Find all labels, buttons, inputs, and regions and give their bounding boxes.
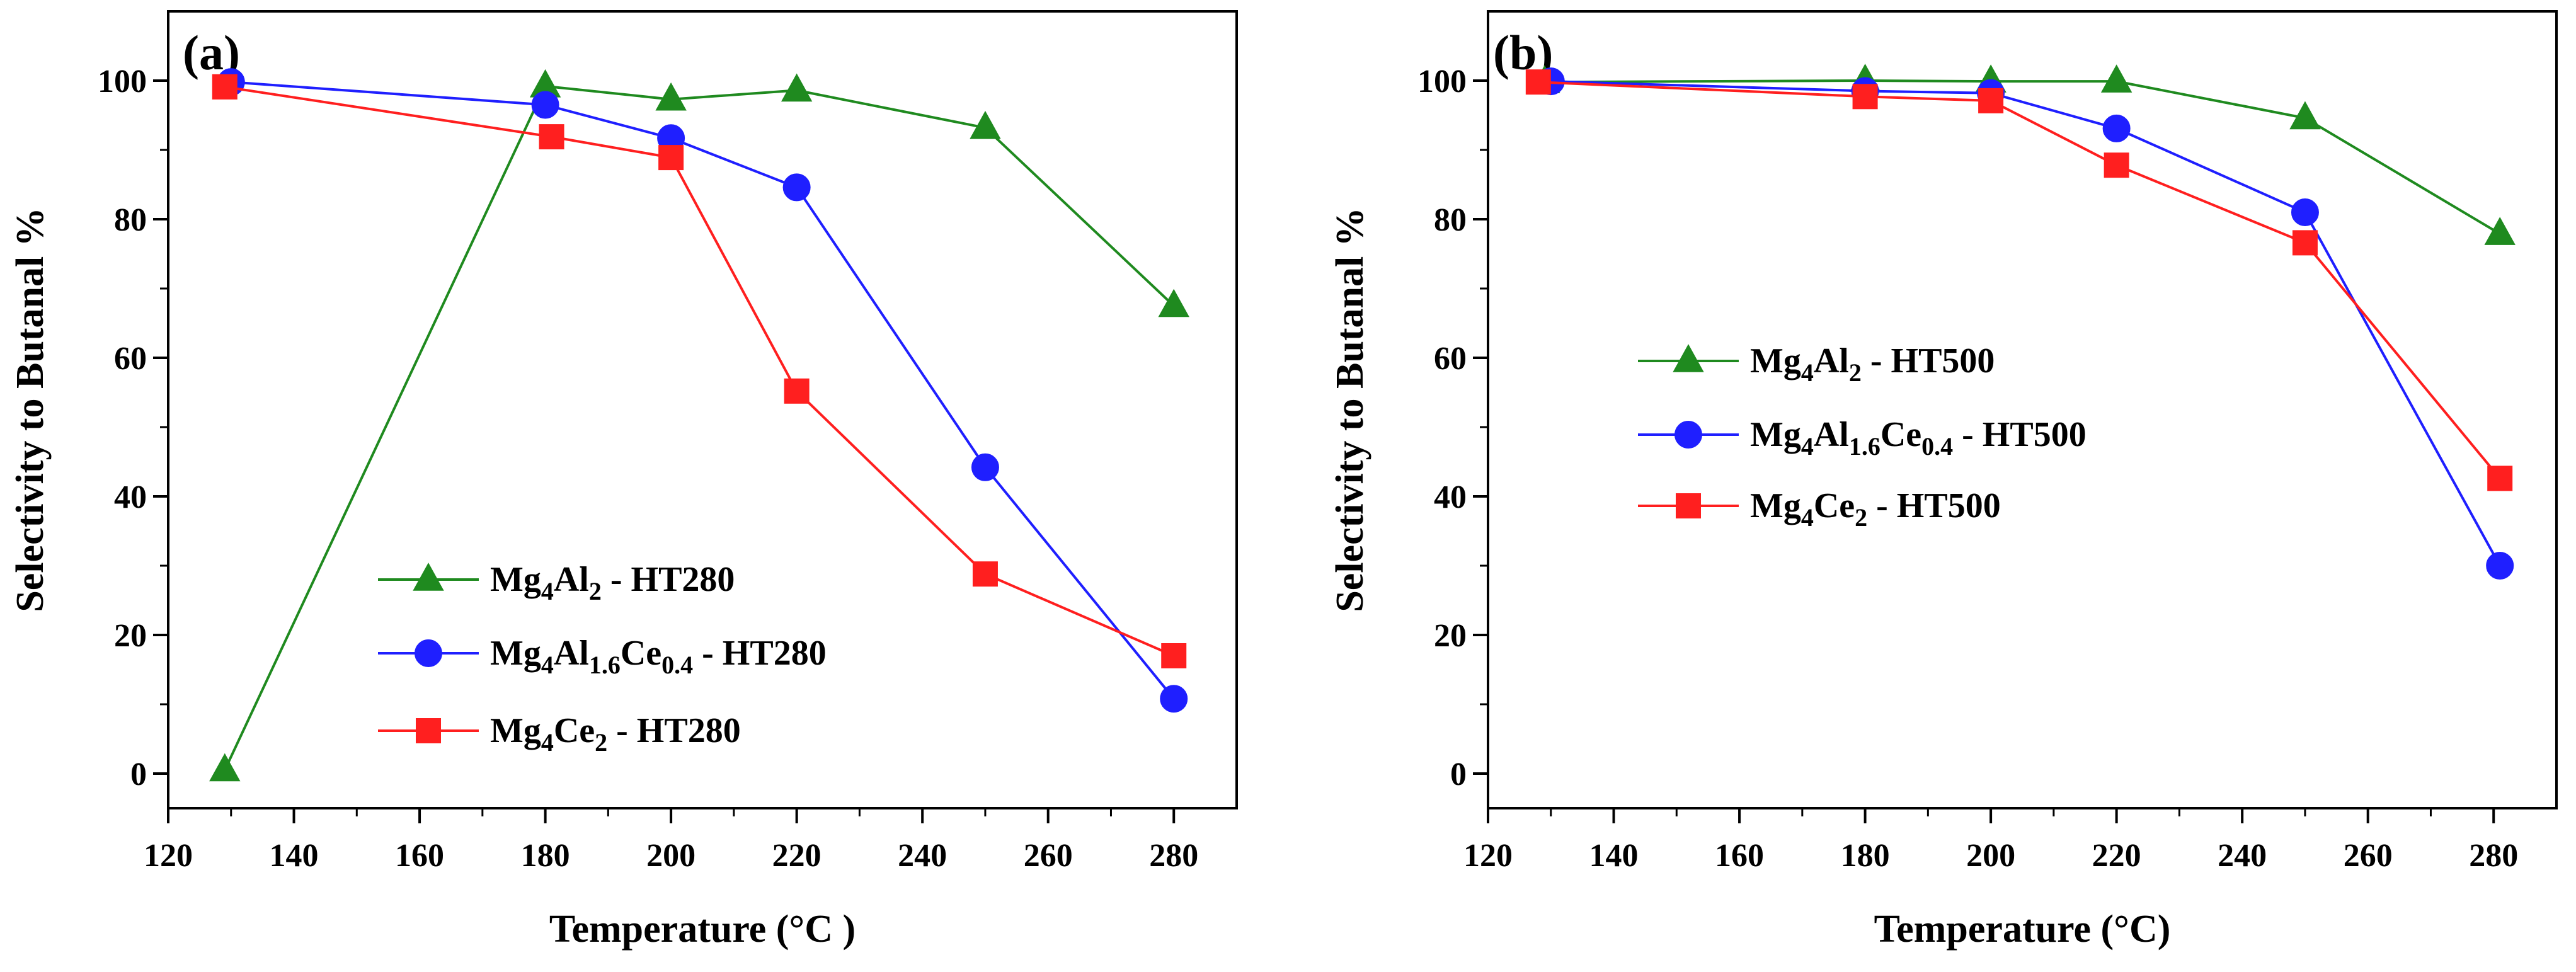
panel-a-y-tick-label: 80	[114, 202, 147, 238]
panel-b-x-tick-label: 240	[2218, 838, 2267, 874]
panel-b-x-tick-label: 220	[2092, 838, 2141, 874]
panel-b-y-axis-title: Selectivity to Butanal %	[1329, 207, 1371, 612]
panel-a-series-2-point	[658, 145, 684, 171]
panel-a-series-0	[209, 69, 1189, 782]
panel-b-series-1-line	[1550, 80, 2501, 566]
panel-a-series-2-point	[212, 74, 238, 100]
panel-a-series-0-point	[970, 110, 1001, 139]
panel-b-y-tick-label: 40	[1434, 479, 1467, 515]
panel-b-series-2-line	[1538, 81, 2501, 479]
panel-a-y-tick-label: 0	[130, 757, 147, 792]
panel-b-series-0-point	[2289, 101, 2321, 130]
panel-b-legend-entry-1: Mg4Al1.6Ce0.4 - HT500	[1638, 415, 2087, 460]
panel-a-y-tick-label: 60	[114, 341, 147, 377]
panel-b-series-2-point	[2292, 230, 2318, 256]
panel-a-legend-entry-1: Mg4Al1.6Ce0.4 - HT280	[378, 634, 827, 679]
panel-a-series-0-line	[223, 84, 1175, 771]
panel-b-x-tick-label: 260	[2344, 838, 2393, 874]
panel-b-x-axis-title: Temperature (°C)	[1874, 908, 2171, 951]
panel-a-series-2-point	[972, 561, 998, 587]
panel-b-y-tick-label: 20	[1434, 618, 1467, 654]
panel-b-x-tick-label: 180	[1841, 838, 1890, 874]
panel-b-legend-marker-2	[1676, 493, 1701, 518]
panel-b-line-chart: 120 140 160 180 200 220 240 260 280 0 20 40 60 80 100 T…	[1329, 10, 2558, 951]
panel-a-legend-label-2: Mg4Ce2 - HT280	[490, 711, 741, 757]
panel-a-x-tick-label: 260	[1024, 838, 1073, 874]
panel-a-series-1-point	[531, 91, 559, 119]
panel-b-series-0	[1529, 64, 2516, 245]
panel-a-series-0-point	[781, 73, 813, 102]
panel-b-series-0-point	[2484, 217, 2516, 245]
panel-a-line-chart: 120 140 160 180 200 220 240 260 280 0 20 40 60 80 100 T…	[9, 10, 1238, 951]
panel-a-x-tick-label: 200	[646, 838, 696, 874]
panel-b-legend-label-0: Mg4Al2 - HT500	[1750, 341, 1995, 387]
panel-a-y-tick-label: 40	[114, 479, 147, 515]
panel-b-y-tick-label: 60	[1434, 341, 1467, 377]
panel-b-series-2-point	[1852, 84, 1878, 110]
panel-a-series-1-point	[1160, 685, 1188, 713]
panel-b-y-tick-label: 100	[1417, 64, 1467, 100]
panel-a-series-1-point	[971, 453, 999, 481]
panel-a-legend-marker-2	[416, 718, 441, 743]
panel-b-series-2-point	[2104, 152, 2129, 178]
panel-b-y-tick-label: 0	[1450, 757, 1467, 792]
panel-a-series-1-point	[782, 173, 811, 202]
panel-b-series-1-point	[2486, 552, 2514, 580]
panel-b-series-2-point	[2487, 466, 2513, 491]
panel-a-series-1-line	[231, 81, 1175, 700]
panel-a-legend-label-0: Mg4Al2 - HT280	[490, 560, 735, 605]
panel-a-x-tick-label: 140	[270, 838, 319, 874]
panel-a-x-tick-label: 280	[1149, 838, 1198, 874]
panel-a-x-tick-label: 120	[144, 838, 193, 874]
panel-b-x-tick-label: 140	[1589, 838, 1639, 874]
panel-a-series-0-point	[655, 82, 687, 111]
panel-a-x-axis-title: Temperature (°C )	[549, 908, 856, 951]
panel-b-legend-entry-2: Mg4Ce2 - HT500	[1638, 486, 2001, 532]
panel-a-y-tick-label: 100	[98, 64, 147, 100]
panel-b-x-tick-label: 200	[1966, 838, 2015, 874]
panel-b-series-2-point	[1525, 69, 1551, 95]
panel-b-legend-entry-0: Mg4Al2 - HT500	[1638, 341, 1995, 387]
panel-a-legend-entry-0: Mg4Al2 - HT280	[378, 560, 735, 605]
panel-b-x-tick-label: 280	[2469, 838, 2518, 874]
panel-a-series-2-point	[1161, 643, 1187, 668]
panel-a-series-0-point	[209, 753, 241, 782]
panel-a-x-tick-label: 220	[772, 838, 821, 874]
panel-a-y-axis-title: Selectivity to Butanal %	[9, 207, 52, 612]
panel-a-y-tick-label: 20	[114, 618, 147, 654]
panel-a-x-tick-label: 240	[898, 838, 947, 874]
panel-a-legend-label-1: Mg4Al1.6Ce0.4 - HT280	[490, 634, 827, 679]
panel-b-series-1-point	[2102, 114, 2131, 142]
panel-a-series-2-point	[539, 124, 564, 150]
panel-b-series-0-line	[1544, 79, 2501, 235]
panel-b-legend-label-1: Mg4Al1.6Ce0.4 - HT500	[1750, 415, 2087, 460]
panel-b-x-tick-label: 160	[1715, 838, 1764, 874]
panel-a-x-tick-label: 160	[395, 838, 444, 874]
panel-b-x-tick-label: 120	[1463, 838, 1513, 874]
panel-b-legend-label-2: Mg4Ce2 - HT500	[1750, 486, 2001, 532]
panel-b-legend-marker-1	[1674, 421, 1702, 449]
panel-a-series-1	[217, 68, 1188, 713]
panel-b-series-1-point	[2291, 198, 2319, 226]
panel-a-series-2-line	[224, 85, 1175, 657]
panel-a-series-0-point	[1158, 289, 1189, 317]
panel-b-legend-marker-0	[1673, 344, 1704, 372]
panel-a-plot-frame	[167, 10, 1238, 809]
panel-b-series-2-point	[1978, 88, 2004, 113]
panel-a-x-tick-label: 180	[521, 838, 570, 874]
panel-a-legend-marker-0	[413, 563, 444, 591]
panel-a-legend-entry-2: Mg4Ce2 - HT280	[378, 711, 741, 757]
panel-b-y-tick-label: 80	[1434, 202, 1467, 238]
panel-b-plot-frame	[1487, 10, 2558, 809]
panel-a-legend-marker-1	[415, 639, 442, 667]
panel-b-series-0-point	[2100, 64, 2132, 93]
panel-b-series-2	[1525, 69, 2513, 491]
panel-a-series-2	[212, 74, 1187, 668]
panel-a-series-2-point	[784, 378, 810, 404]
